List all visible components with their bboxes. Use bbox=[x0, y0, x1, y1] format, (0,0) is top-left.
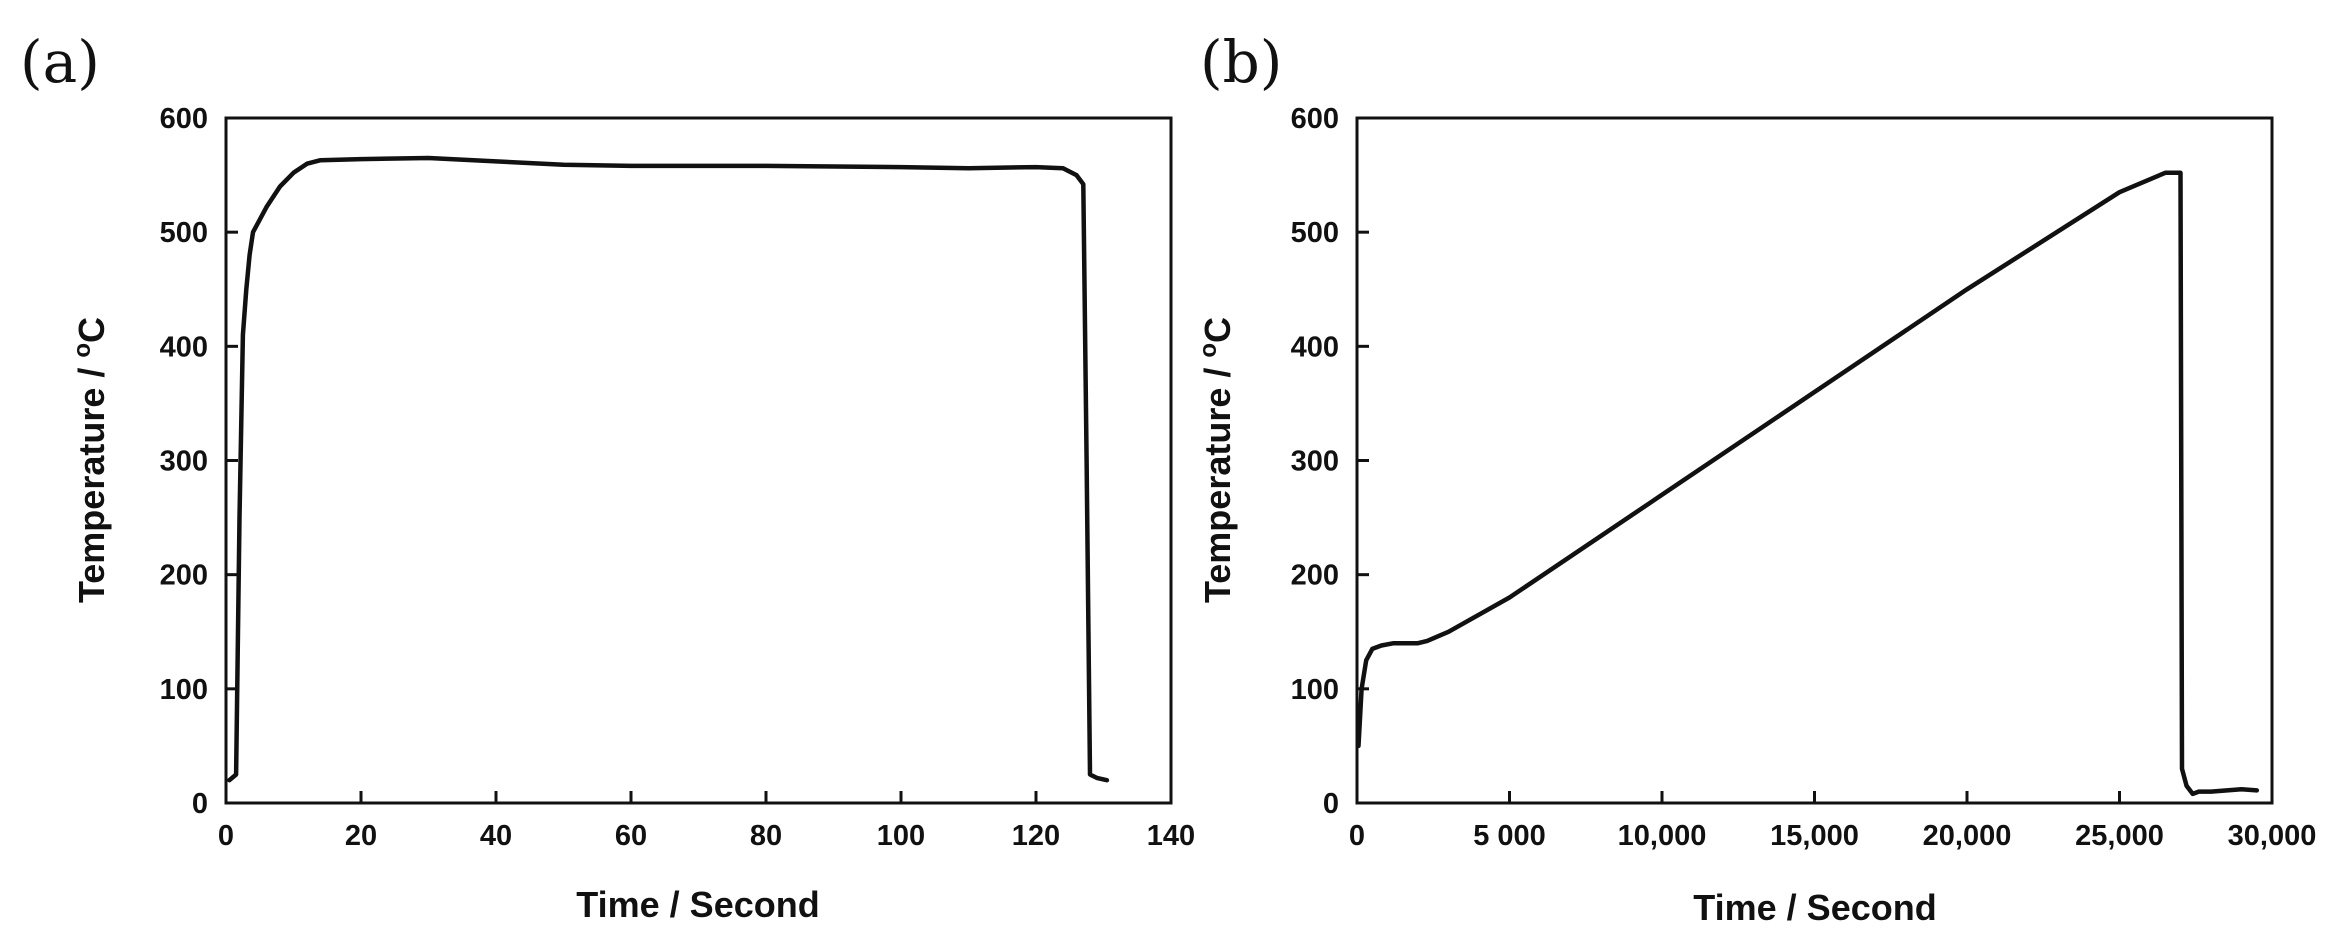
x-tick-label-a-7: 140 bbox=[1147, 820, 1195, 852]
y-axis-title-a-degree: o bbox=[69, 343, 96, 358]
x-tick-label-a-5: 100 bbox=[877, 820, 925, 852]
ticks-b bbox=[1355, 116, 2274, 805]
x-tick-label-a-2: 40 bbox=[480, 820, 512, 852]
y-axis-title-b-main: Temperature / bbox=[1197, 358, 1238, 603]
y-axis-title-b-unit: C bbox=[1197, 317, 1238, 343]
x-axis-title-b: Time / Second bbox=[1693, 887, 1936, 928]
y-tick-label-a-0: 0 bbox=[192, 788, 208, 820]
y-tick-label-a-3: 300 bbox=[160, 446, 208, 478]
x-tick-label-b-4: 20,000 bbox=[1923, 820, 2012, 852]
y-tick-label-a-1: 100 bbox=[160, 674, 208, 706]
x-tick-label-b-1: 5 000 bbox=[1473, 820, 1546, 852]
x-tick-label-a-0: 0 bbox=[218, 820, 234, 852]
temperature-curve-b bbox=[1356, 170, 2260, 797]
y-tick-label-b-4: 400 bbox=[1291, 331, 1339, 363]
y-axis-title-b-degree: o bbox=[1195, 343, 1222, 358]
y-tick-label-b-0: 0 bbox=[1323, 788, 1339, 820]
x-tick-label-a-3: 60 bbox=[615, 820, 647, 852]
temperature-curve-a bbox=[227, 155, 1110, 783]
x-tick-label-a-6: 120 bbox=[1012, 820, 1060, 852]
plot-frame-b bbox=[1355, 116, 2274, 805]
y-tick-label-b-2: 200 bbox=[1291, 560, 1339, 592]
y-tick-label-a-5: 500 bbox=[160, 217, 208, 249]
y-tick-label-b-5: 500 bbox=[1291, 217, 1339, 249]
y-axis-title-b: Temperature / oC bbox=[1195, 317, 1238, 603]
y-tick-label-a-6: 600 bbox=[160, 103, 208, 135]
x-tick-label-b-3: 15,000 bbox=[1770, 820, 1859, 852]
x-tick-label-b-0: 0 bbox=[1349, 820, 1365, 852]
tick-labels-a: 0 20 40 60 80 100 120 140 0 100 200 300 400 500 600 bbox=[160, 103, 1196, 852]
y-tick-label-b-6: 600 bbox=[1291, 103, 1339, 135]
plot-frame-a bbox=[224, 116, 1173, 805]
y-tick-label-a-4: 400 bbox=[160, 331, 208, 363]
x-tick-label-a-4: 80 bbox=[750, 820, 782, 852]
y-tick-label-a-2: 200 bbox=[160, 560, 208, 592]
x-tick-label-b-6: 30,000 bbox=[2228, 820, 2317, 852]
panel-a: (a) 0 20 40 60 80 100 120 140 0 100 200 300 400 500 60… bbox=[20, 28, 1195, 925]
ticks-a bbox=[224, 116, 1173, 805]
x-tick-label-b-2: 10,000 bbox=[1618, 820, 1707, 852]
x-axis-title-a: Time / Second bbox=[576, 884, 819, 925]
panel-b: (b) 0 5 000 10,000 15,000 20,000 25,000 30,000… bbox=[1195, 28, 2316, 928]
x-tick-label-b-5: 25,000 bbox=[2075, 820, 2164, 852]
panel-label-b: (b) bbox=[1200, 28, 1282, 96]
panel-label-a: (a) bbox=[20, 28, 100, 96]
y-tick-label-b-1: 100 bbox=[1291, 674, 1339, 706]
y-tick-label-b-3: 300 bbox=[1291, 446, 1339, 478]
x-tick-label-a-1: 20 bbox=[345, 820, 377, 852]
tick-labels-b: 0 5 000 10,000 15,000 20,000 25,000 30,000 0 100… bbox=[1291, 103, 2317, 852]
y-axis-title-a-unit: C bbox=[71, 317, 112, 343]
y-axis-title-a-main: Temperature / bbox=[71, 358, 112, 603]
y-axis-title-a: Temperature / oC bbox=[69, 317, 112, 603]
